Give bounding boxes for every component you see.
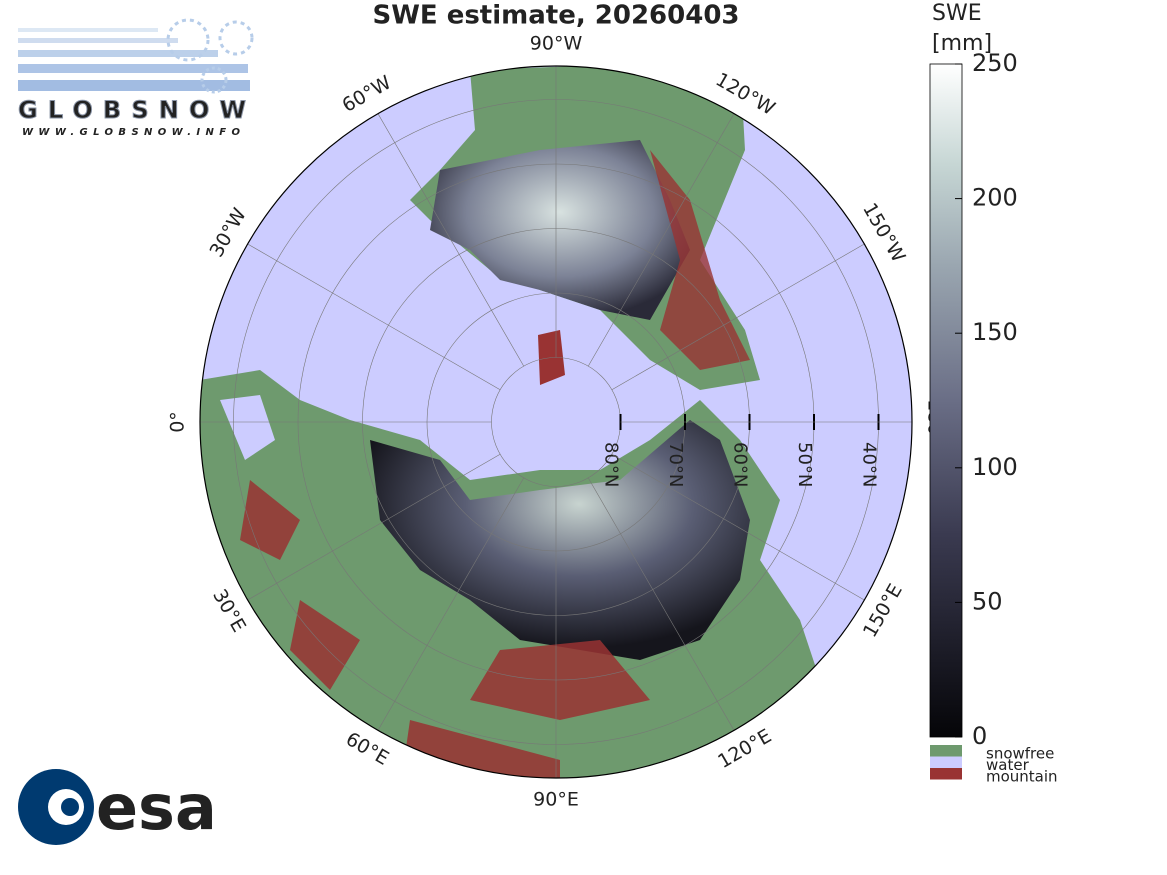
- parallel-label: 60°N: [730, 442, 751, 487]
- logo-stripe: [18, 80, 250, 91]
- snowflake: [166, 18, 210, 62]
- esa-emblem-dot: [61, 798, 79, 816]
- mountain-rockies: [650, 150, 750, 370]
- parallel-label: 80°N: [601, 442, 622, 487]
- globsnow-text: GLOBSNOW: [18, 96, 250, 124]
- snow-north-america: [430, 140, 690, 320]
- meridian: [587, 113, 735, 367]
- legend-swatch: [930, 745, 962, 757]
- parallel-label: 70°N: [665, 442, 686, 487]
- colorbar-tick-label: 250: [972, 49, 1018, 77]
- logo-stripe: [18, 50, 218, 57]
- globsnow-url: WWW.GLOBSNOW.INFO: [22, 127, 244, 138]
- legend-label: mountain: [986, 768, 1058, 786]
- colorbar-title-2: [mm]: [932, 31, 992, 56]
- meridian-label: 0°: [167, 411, 189, 433]
- map-frame: [199, 65, 913, 779]
- colorbar-tick-label: 50: [972, 587, 1003, 615]
- colorbar-tick-label: 200: [972, 184, 1018, 212]
- map-disk: [200, 66, 912, 778]
- snow-eurasia: [370, 420, 750, 660]
- globsnow-logo: GLOBSNOW WWW.GLOBSNOW.INFO: [18, 18, 254, 138]
- snowflake: [218, 20, 254, 56]
- colorbar-tick-label: 150: [972, 318, 1018, 346]
- meridian: [587, 477, 735, 731]
- esa-text: esa: [96, 771, 217, 844]
- logo-stripe: [18, 28, 158, 32]
- meridian: [377, 113, 525, 367]
- colorbar-tick-label: 0: [972, 722, 987, 750]
- colorbar-tick-label: 100: [972, 453, 1018, 481]
- meridian: [377, 477, 525, 731]
- meridian: [611, 243, 865, 391]
- parallel-label: 40°N: [859, 442, 880, 487]
- legend-label: water: [986, 756, 1030, 774]
- parallel-label: 50°N: [794, 442, 815, 487]
- mountains-asia: [240, 480, 650, 778]
- map-title: SWE estimate, 20260403: [372, 1, 739, 31]
- meridian-label: 90°E: [533, 789, 579, 811]
- meridian: [611, 453, 865, 601]
- colorbar: [929, 63, 963, 738]
- logo-stripe: [18, 38, 178, 43]
- colorbar-title-1: SWE: [932, 1, 982, 26]
- legend-label: snowfree: [986, 745, 1054, 763]
- meridian-label: 90°W: [530, 33, 583, 55]
- legend-swatch: [930, 756, 962, 768]
- meridian: [247, 453, 501, 601]
- logo-stripe: [18, 64, 248, 73]
- esa-logo: esa: [18, 769, 217, 845]
- meridian: [247, 243, 501, 391]
- legend-swatch: [930, 768, 962, 780]
- snowflake: [200, 66, 228, 94]
